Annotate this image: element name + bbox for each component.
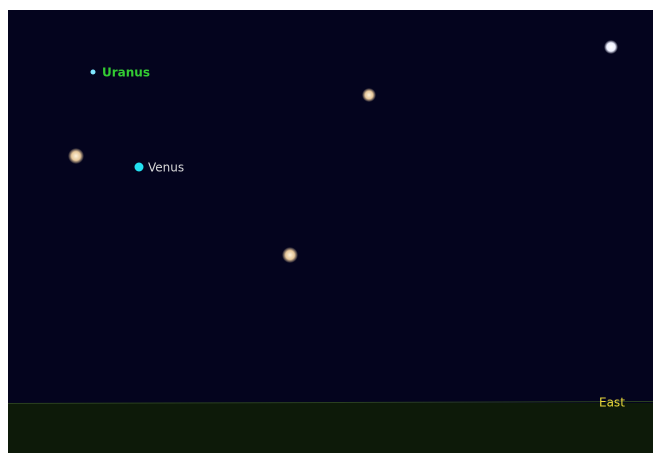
sky-view: Uranus Venus East — [0, 0, 661, 461]
star — [282, 247, 298, 263]
planet-label: Uranus — [102, 66, 150, 80]
planet-venus — [135, 163, 144, 172]
page: {"planets": [{"label": "Uranus"}, {"labe… — [0, 0, 661, 461]
planet-label: Venus — [148, 161, 184, 175]
ground — [8, 403, 653, 453]
direction-label: East — [599, 396, 625, 410]
star — [362, 88, 376, 102]
star — [68, 148, 84, 164]
planet-uranus — [91, 70, 96, 75]
star — [604, 40, 618, 54]
